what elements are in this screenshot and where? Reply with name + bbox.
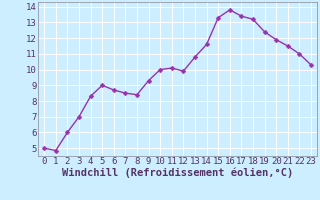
X-axis label: Windchill (Refroidissement éolien,°C): Windchill (Refroidissement éolien,°C) [62,168,293,178]
